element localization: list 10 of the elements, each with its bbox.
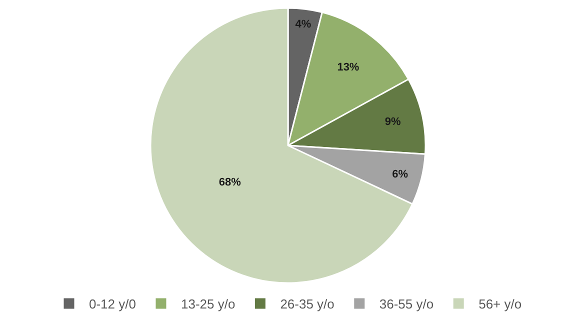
- legend-label: 56+ y/o: [478, 296, 522, 312]
- data-label: 13%: [337, 62, 360, 74]
- data-label: 9%: [384, 116, 401, 128]
- legend-label: 0-12 y/0: [89, 296, 136, 312]
- data-label: 6%: [392, 168, 408, 180]
- data-label: 68%: [218, 176, 242, 188]
- legend-label: 13-25 y/o: [180, 296, 236, 312]
- data-label: 4%: [295, 18, 312, 30]
- legend-label: 26-35 y/o: [280, 296, 334, 312]
- legend-label: 36-55 y/o: [379, 296, 434, 312]
